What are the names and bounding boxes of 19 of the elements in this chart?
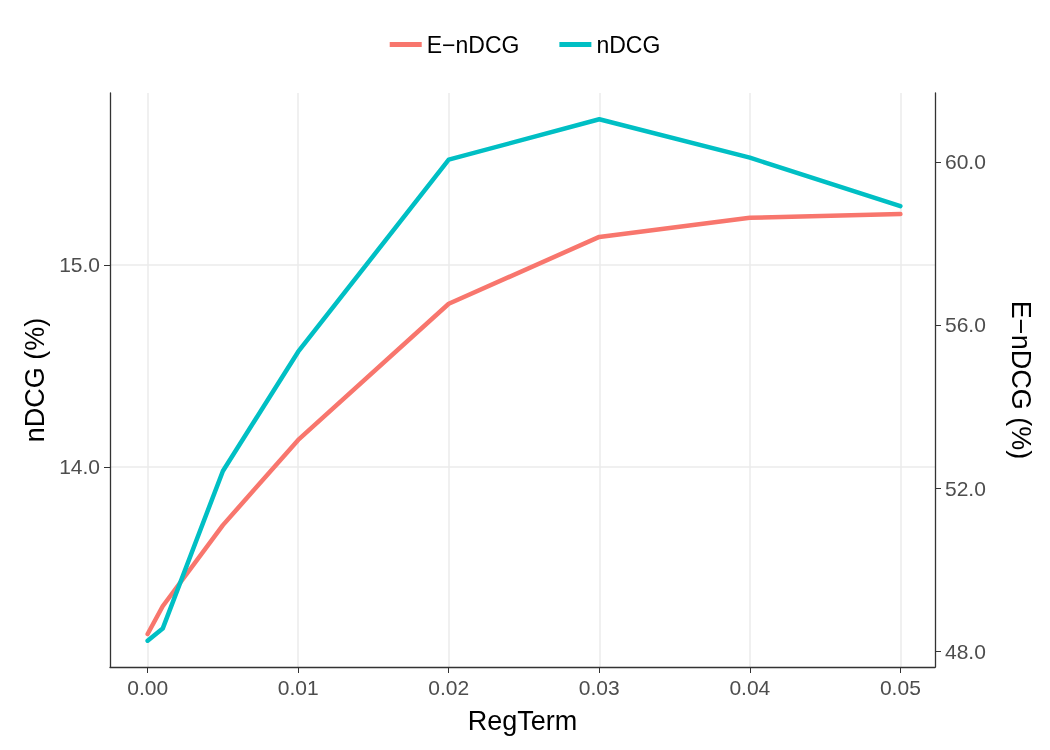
- x-tick-label: 0.03: [578, 676, 620, 699]
- x-tick-label: 0.02: [428, 676, 470, 699]
- legend-label: E−nDCG: [426, 31, 520, 58]
- y2-axis-title: E−nDCG (%): [1005, 300, 1036, 460]
- legend-label: nDCG: [596, 31, 661, 58]
- y-axis-title: nDCG (%): [19, 317, 50, 443]
- line-series: [145, 117, 903, 643]
- x-axis-title: RegTerm: [467, 705, 578, 736]
- y2-tick-label: 48.0: [945, 639, 986, 663]
- y-tick-label: 14.0: [59, 455, 100, 479]
- line-series: [145, 211, 903, 637]
- x-tick-label: 0.00: [127, 676, 169, 699]
- y2-tick-label: 52.0: [945, 476, 986, 500]
- y-tick-label: 15.0: [59, 253, 100, 277]
- x-tick-label: 0.01: [277, 676, 319, 699]
- y2-tick-label: 60.0: [945, 150, 986, 174]
- x-tick-label: 0.05: [879, 676, 921, 699]
- x-tick-label: 0.04: [729, 676, 771, 699]
- y2-tick-label: 56.0: [945, 313, 986, 337]
